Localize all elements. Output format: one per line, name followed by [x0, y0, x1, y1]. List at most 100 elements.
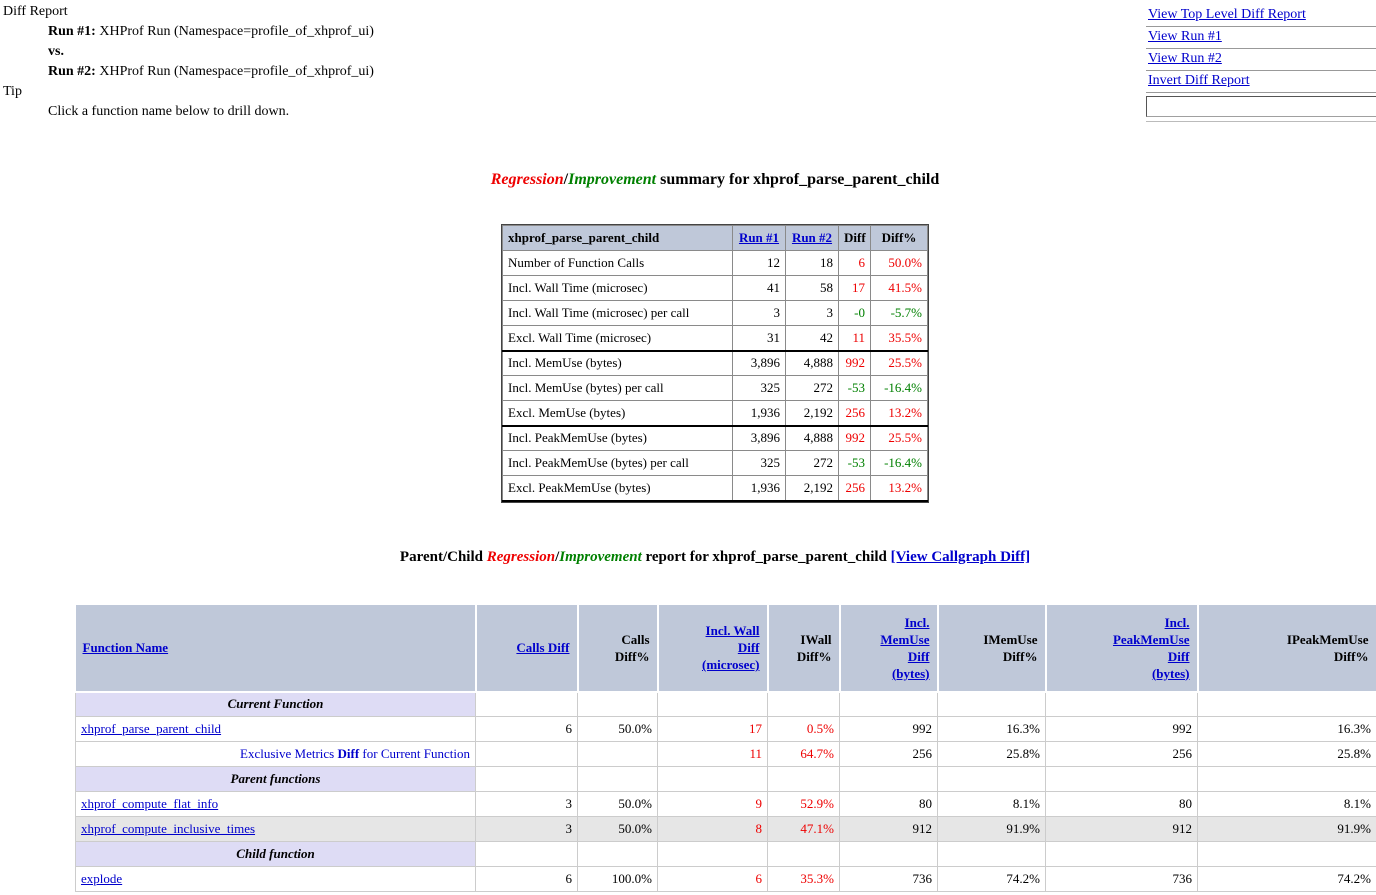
empty-cell — [1045, 841, 1198, 867]
run1-value-cell: 41 — [732, 275, 786, 301]
metric-value-cell: 17 — [657, 716, 768, 742]
metric-value-cell: 80 — [839, 791, 938, 817]
diff-pct-cell: 35.5% — [870, 325, 928, 352]
nav-row: View Run #2 — [1146, 49, 1376, 71]
slash: / — [555, 548, 560, 565]
empty-cell — [657, 691, 768, 717]
run2-value-cell: 4,888 — [785, 425, 839, 451]
empty-cell — [937, 691, 1046, 717]
run2-value-cell: 272 — [785, 375, 839, 401]
summary-col-link-run-1[interactable]: Run #1 — [738, 230, 780, 245]
report-col-calls-diff[interactable]: Calls Diff — [475, 604, 579, 693]
metric-value-cell: 3 — [475, 816, 578, 842]
function-name-cell: xhprof_compute_flat_info — [75, 791, 476, 817]
diff-report-heading: Diff Report — [3, 4, 68, 19]
report-col-function-name[interactable]: Function Name — [75, 604, 477, 693]
empty-cell — [937, 766, 1046, 792]
nav-link-view-run-2[interactable]: View Run #2 — [1148, 51, 1222, 66]
report-title-rest: report for xhprof_parse_parent_child — [641, 548, 891, 565]
summary-col-run-1[interactable]: Run #1 — [732, 225, 786, 251]
metric-name-cell: Excl. Wall Time (microsec) — [502, 325, 733, 352]
slash: / — [563, 171, 569, 188]
run2-label: Run #2: — [48, 64, 96, 79]
summary-row: Excl. Wall Time (microsec) 31 42 11 35.5% — [502, 325, 928, 352]
function-link-xhprof-compute-flat-info[interactable]: xhprof_compute_flat_info — [81, 796, 219, 811]
empty-cell — [767, 691, 840, 717]
run1-description: XHProf Run (Namespace=profile_of_xhprof_… — [99, 24, 374, 39]
run2-value-cell: 42 — [785, 325, 839, 352]
report-col-incl-peakmemuse-diff-bytes[interactable]: Incl. PeakMemUse Diff (bytes) — [1045, 604, 1199, 693]
report-col-link-incl-peakmemuse-diff-bytes[interactable]: Incl. PeakMemUse Diff (bytes) — [1112, 614, 1190, 681]
diff-pct-cell: 13.2% — [870, 475, 928, 502]
run1-value-cell: 325 — [732, 450, 786, 476]
empty-cell — [1045, 691, 1198, 717]
metric-value-cell: 16.3% — [1197, 716, 1376, 742]
section-row-current-function: Current Function — [75, 691, 1376, 717]
report-col-iwall-diff: IWall Diff% — [767, 604, 841, 693]
report-col-link-incl-memuse-diff-bytes[interactable]: Incl. MemUse Diff (bytes) — [880, 614, 930, 681]
nav-link-invert-diff-report[interactable]: Invert Diff Report — [1148, 73, 1250, 88]
nav-link-view-top-level-diff-report[interactable]: View Top Level Diff Report — [1148, 7, 1306, 22]
run2-value-cell: 3 — [785, 300, 839, 326]
metric-value-cell: 736 — [839, 866, 938, 892]
summary-col-diff: Diff — [838, 225, 871, 251]
summary-table-body: Number of Function Calls 12 18 6 50.0% Incl. … — [502, 250, 928, 502]
diff-pct-cell: -16.4% — [870, 375, 928, 401]
diff-value-cell: 17 — [838, 275, 871, 301]
exclusive-metrics-label: Exclusive Metrics Diff for Current Funct… — [75, 741, 476, 767]
metric-value-cell: 25.8% — [937, 741, 1046, 767]
metric-value-cell: 6 — [475, 716, 578, 742]
nav-link-view-run-1[interactable]: View Run #1 — [1148, 29, 1222, 44]
report-col-link-function-name[interactable]: Function Name — [82, 640, 169, 655]
vs-label: vs. — [48, 44, 64, 59]
metric-value-cell: 8.1% — [937, 791, 1046, 817]
empty-cell — [657, 766, 768, 792]
empty-cell — [475, 691, 578, 717]
tip-text: Click a function name below to drill dow… — [48, 104, 290, 119]
report-col-link-calls-diff[interactable]: Calls Diff — [516, 640, 570, 655]
function-link-xhprof-parse-parent-child[interactable]: xhprof_parse_parent_child — [81, 721, 222, 736]
diff-value-cell: -53 — [838, 450, 871, 476]
nav-panel: View Top Level Diff Report View Run #1 Vie… — [1146, 5, 1376, 122]
report-title-prefix: Parent/Child — [399, 548, 487, 565]
metric-name-cell: Incl. PeakMemUse (bytes) — [502, 425, 733, 451]
empty-cell — [475, 841, 578, 867]
report-col-incl-wall-diff-microsec[interactable]: Incl. Wall Diff (microsec) — [657, 604, 769, 693]
function-filter-input[interactable] — [1146, 96, 1376, 117]
empty-cell — [475, 766, 578, 792]
empty-cell — [577, 766, 658, 792]
run2-value-cell: 18 — [785, 250, 839, 276]
metric-value-cell: 736 — [1045, 866, 1198, 892]
function-link-xhprof-compute-inclusive-times[interactable]: xhprof_compute_inclusive_times — [81, 821, 256, 836]
metric-name-cell: Incl. MemUse (bytes) — [502, 350, 733, 376]
metric-value-cell — [475, 741, 578, 767]
run1-value-cell: 3 — [732, 300, 786, 326]
function-link-explode[interactable]: explode — [81, 871, 123, 886]
function-row-xhprof-parse-parent-child: xhprof_parse_parent_child 6 50.0% 17 0.5% 992… — [75, 716, 1376, 742]
metric-value-cell: 8.1% — [1197, 791, 1376, 817]
run1-value-cell: 325 — [732, 375, 786, 401]
function-row-xhprof-compute-inclusive-times: xhprof_compute_inclusive_times 3 50.0% 8 47.… — [75, 816, 1376, 842]
report-header-row: Function Name Calls Diff Calls Diff% Incl. W… — [75, 604, 1376, 693]
diff-value-cell: -53 — [838, 375, 871, 401]
run1-value-cell: 1,936 — [732, 400, 786, 427]
empty-cell — [839, 766, 938, 792]
run2-value-cell: 4,888 — [785, 350, 839, 376]
summary-col-run-2[interactable]: Run #2 — [785, 225, 839, 251]
summary-col-link-run-2[interactable]: Run #2 — [791, 230, 833, 245]
parent-child-report-table: Function Name Calls Diff Calls Diff% Incl. W… — [75, 604, 1376, 892]
summary-title: Regression/Improvement summary for xhpro… — [54, 170, 1376, 189]
view-callgraph-diff-link[interactable]: [View Callgraph Diff] — [890, 548, 1031, 565]
report-col-link-incl-wall-diff-microsec[interactable]: Incl. Wall Diff (microsec) — [701, 623, 760, 672]
function-row-explode: explode 6 100.0% 6 35.3% 736 74.2% 736 74.2% — [75, 866, 1376, 892]
regression-word: Regression — [486, 548, 556, 565]
metric-value-cell: 50.0% — [577, 716, 658, 742]
nav-row: View Top Level Diff Report — [1146, 5, 1376, 27]
empty-cell — [839, 691, 938, 717]
metric-value-cell: 992 — [839, 716, 938, 742]
report-col-incl-memuse-diff-bytes[interactable]: Incl. MemUse Diff (bytes) — [839, 604, 939, 693]
diff-pct-cell: -16.4% — [870, 450, 928, 476]
run2-line: Run #2: XHProf Run (Namespace=profile_of… — [48, 62, 1376, 82]
metric-value-cell: 992 — [1045, 716, 1198, 742]
nav-row: View Run #1 — [1146, 27, 1376, 49]
